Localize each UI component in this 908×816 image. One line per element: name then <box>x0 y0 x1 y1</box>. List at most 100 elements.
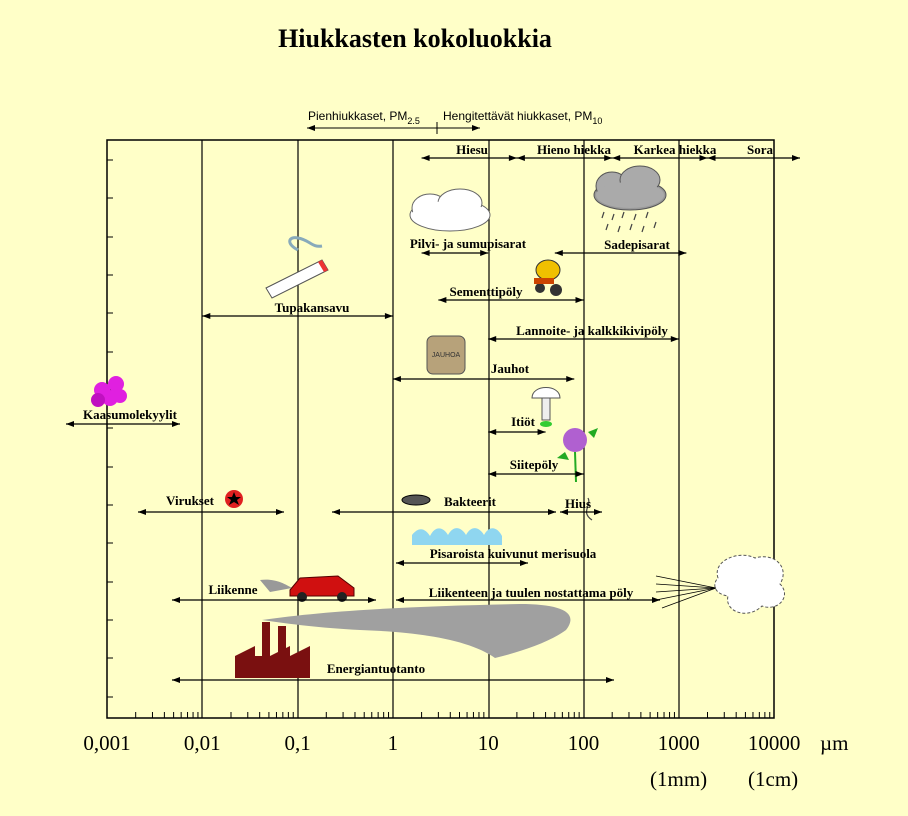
range-label: Virukset <box>166 493 215 508</box>
range-arrowhead <box>202 313 211 319</box>
range-arrowhead <box>438 297 447 303</box>
range-label: Sadepisarat <box>604 237 670 252</box>
range-arrowhead <box>138 509 146 515</box>
range-layer: Hiesu Hieno hiekka Karkea hiekka Sora Pilvi-… <box>66 142 800 683</box>
range-11: Itiöt <box>488 414 546 435</box>
range-arrowhead <box>421 250 430 256</box>
range-15: Hius <box>560 496 602 515</box>
range-label: Hieno hiekka <box>537 142 612 157</box>
range-16: Pisaroista kuivunut merisuola <box>396 546 597 566</box>
range-arrowhead <box>678 250 687 256</box>
range-arrowhead <box>396 560 404 566</box>
range-arrowhead <box>276 509 284 515</box>
range-6: Sementtipöly <box>438 284 584 303</box>
range-arrowhead <box>172 421 180 427</box>
range-2: Karkea hiekka <box>612 142 717 161</box>
svg-text:JAUHOA: JAUHOA <box>432 352 461 359</box>
range-arrowhead <box>560 509 568 515</box>
mushroom-icon <box>531 387 561 427</box>
range-label: Energiantuotanto <box>327 661 425 676</box>
axis-tick-label: 0,1 <box>284 731 310 755</box>
range-arrowhead <box>575 297 584 303</box>
range-label: Liikenteen ja tuulen nostattama pöly <box>429 585 634 600</box>
range-arrowhead <box>480 250 489 256</box>
car-icon <box>260 575 355 602</box>
range-19: Energiantuotanto <box>172 661 614 683</box>
range-label: Hiesu <box>456 142 488 157</box>
range-arrowhead <box>699 155 708 161</box>
clover-flower-icon <box>557 428 598 483</box>
range-label: Jauhot <box>491 361 530 376</box>
range-arrowhead <box>520 560 528 566</box>
range-label: Hius <box>565 496 591 511</box>
range-arrowhead <box>594 509 602 515</box>
range-arrowhead <box>396 597 404 603</box>
diagram-title: Hiukkasten kokoluokkia <box>278 24 552 53</box>
range-arrowhead <box>554 250 563 256</box>
axis-tick-label: 1000 <box>658 731 700 755</box>
range-label: Bakteerit <box>444 494 497 509</box>
range-arrowhead <box>604 155 613 161</box>
range-arrowhead <box>172 597 180 603</box>
range-arrowhead <box>368 597 376 603</box>
range-label: Sementtipöly <box>450 284 523 299</box>
axis-tick-label: 0,001 <box>83 731 130 755</box>
range-arrowhead <box>612 155 621 161</box>
range-17: Liikenne <box>172 582 376 603</box>
range-arrowhead <box>516 155 525 161</box>
wind-blower-icon <box>655 554 785 614</box>
range-10: Kaasumolekyylit <box>66 407 180 427</box>
range-arrowhead <box>670 336 679 342</box>
range-arrowhead <box>548 509 556 515</box>
axis-note-mm: (1mm) <box>650 767 707 791</box>
range-arrowhead <box>508 155 517 161</box>
range-arrowhead <box>66 421 74 427</box>
axis-tick-label: 10000 <box>748 731 801 755</box>
cloud-icon <box>409 188 491 232</box>
flour-sack-icon: JAUHOA <box>426 335 466 375</box>
range-label: Siitepöly <box>510 457 559 472</box>
virus-icon <box>225 490 243 508</box>
dust-plume-icon <box>262 604 571 658</box>
range-arrowhead <box>392 376 401 382</box>
left-ticks <box>107 159 113 698</box>
range-label: Pisaroista kuivunut merisuola <box>430 546 597 561</box>
range-14: Bakteerit <box>332 494 556 515</box>
range-9: Jauhot <box>392 361 575 382</box>
factory-icon <box>235 622 310 678</box>
range-label: Karkea hiekka <box>634 142 717 157</box>
axis-tick-label: 100 <box>568 731 600 755</box>
range-arrowhead <box>537 429 546 435</box>
range-12: Siitepöly <box>488 457 584 477</box>
range-label: Tupakansavu <box>275 300 350 315</box>
bottom-minor-ticks <box>135 712 771 718</box>
range-1: Hieno hiekka <box>516 142 613 161</box>
cement-mixer-icon <box>534 259 562 296</box>
range-label: Kaasumolekyylit <box>83 407 178 422</box>
cigarette-icon <box>265 236 329 299</box>
range-arrowhead <box>488 336 497 342</box>
axis-tick-label: 10 <box>478 731 499 755</box>
rain-cloud-icon <box>593 165 667 233</box>
range-8: Lannoite- ja kalkkikivipöly <box>488 323 679 342</box>
range-13: Virukset <box>138 493 284 515</box>
range-label: Itiöt <box>511 414 536 429</box>
pm25-label: Pienhiukkaset, PM2.5 <box>308 109 420 126</box>
range-arrowhead <box>707 155 716 161</box>
axis-note-cm: (1cm) <box>748 767 798 791</box>
range-arrowhead <box>792 155 800 161</box>
axis-tick-label: 0,01 <box>184 731 221 755</box>
range-4: Pilvi- ja sumupisarat <box>410 236 527 256</box>
range-arrowhead <box>172 677 180 683</box>
bacteria-icon <box>401 494 431 506</box>
range-arrowhead <box>421 155 430 161</box>
axis-tick-labels: 0,001 0,01 0,1 1 10 100 1000 10000 <box>83 731 800 755</box>
plot-frame <box>106 139 775 719</box>
wave-icon <box>412 528 502 545</box>
gas-molecule-icon <box>91 376 127 407</box>
range-arrowhead <box>606 677 614 683</box>
range-arrowhead <box>566 376 575 382</box>
axis-tick-label: 1 <box>388 731 399 755</box>
range-label: Sora <box>747 142 774 157</box>
range-arrowhead <box>488 429 497 435</box>
